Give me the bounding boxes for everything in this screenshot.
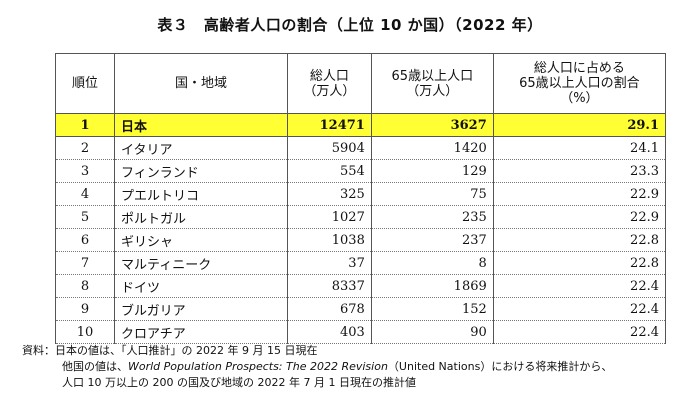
cell-ratio: 22.4 xyxy=(492,274,667,298)
elderly-population-table: 順位 国・地域 総人口 （万人） 65歳以上人口 （万人） 総人口に占める 65… xyxy=(55,53,667,344)
cell-ratio: 22.8 xyxy=(492,228,667,252)
cell-elderly: 235 xyxy=(370,205,494,229)
header-elderly-ratio: 総人口に占める 65歳以上人口の割合 （%） xyxy=(492,53,667,114)
cell-rank: 5 xyxy=(55,205,115,229)
cell-total: 1027 xyxy=(287,205,372,229)
cell-total: 325 xyxy=(287,182,372,206)
cell-total: 8337 xyxy=(287,274,372,298)
cell-country: ギリシャ xyxy=(114,228,288,252)
cell-ratio: 22.9 xyxy=(492,182,667,206)
note-line-2-suffix: （United Nations）における将来推計から、 xyxy=(387,360,613,373)
cell-country: 日本 xyxy=(114,113,288,137)
note-line-2: 他国の値は、World Population Prospects: The 20… xyxy=(22,359,612,375)
cell-ratio: 22.4 xyxy=(492,297,667,321)
table-row: 1 日本 12471 3627 29.1 xyxy=(55,113,667,137)
cell-elderly: 75 xyxy=(370,182,494,206)
table-row: 8 ドイツ 8337 1869 22.4 xyxy=(55,274,667,298)
cell-rank: 10 xyxy=(55,320,115,344)
cell-rank: 2 xyxy=(55,136,115,160)
table-row: 3 フィンランド 554 129 23.3 xyxy=(55,159,667,183)
cell-country: クロアチア xyxy=(114,320,288,344)
cell-total: 5904 xyxy=(287,136,372,160)
header-country: 国・地域 xyxy=(114,53,288,114)
cell-total: 1038 xyxy=(287,228,372,252)
header-elderly-population: 65歳以上人口 （万人） xyxy=(370,53,494,114)
cell-rank: 8 xyxy=(55,274,115,298)
table-row: 9 ブルガリア 678 152 22.4 xyxy=(55,297,667,321)
table-row: 5 ポルトガル 1027 235 22.9 xyxy=(55,205,667,229)
cell-country: イタリア xyxy=(114,136,288,160)
table-row: 10 クロアチア 403 90 22.4 xyxy=(55,320,667,344)
cell-elderly: 8 xyxy=(370,251,494,275)
note-publication-title: World Population Prospects: The 2022 Rev… xyxy=(128,360,388,373)
cell-rank: 1 xyxy=(55,113,115,137)
cell-total: 678 xyxy=(287,297,372,321)
header-row: 順位 国・地域 総人口 （万人） 65歳以上人口 （万人） 総人口に占める 65… xyxy=(55,53,667,114)
table-row: 6 ギリシャ 1038 237 22.8 xyxy=(55,228,667,252)
cell-ratio: 22.9 xyxy=(492,205,667,229)
cell-rank: 7 xyxy=(55,251,115,275)
table-row: 4 プエルトリコ 325 75 22.9 xyxy=(55,182,667,206)
cell-rank: 9 xyxy=(55,297,115,321)
note-line-3: 人口 10 万以上の 200 の国及び地域の 2022 年 7 月 1 日現在の… xyxy=(62,376,416,389)
cell-elderly: 1869 xyxy=(370,274,494,298)
cell-country: ドイツ xyxy=(114,274,288,298)
header-total-population: 総人口 （万人） xyxy=(287,53,372,114)
table-row: 2 イタリア 5904 1420 24.1 xyxy=(55,136,667,160)
cell-country: ポルトガル xyxy=(114,205,288,229)
cell-country: プエルトリコ xyxy=(114,182,288,206)
cell-elderly: 152 xyxy=(370,297,494,321)
cell-elderly: 237 xyxy=(370,228,494,252)
source-notes: 資料：日本の値は、「人口推計」の 2022 年 9 月 15 日現在 他国の値は… xyxy=(22,343,612,391)
cell-elderly: 3627 xyxy=(370,113,494,137)
cell-rank: 4 xyxy=(55,182,115,206)
cell-total: 12471 xyxy=(287,113,372,137)
note-line-1: 資料：日本の値は、「人口推計」の 2022 年 9 月 15 日現在 xyxy=(22,344,318,357)
cell-rank: 3 xyxy=(55,159,115,183)
cell-elderly: 1420 xyxy=(370,136,494,160)
header-rank: 順位 xyxy=(55,53,115,114)
cell-ratio: 22.4 xyxy=(492,320,667,344)
cell-rank: 6 xyxy=(55,228,115,252)
cell-ratio: 29.1 xyxy=(492,113,667,137)
cell-ratio: 23.3 xyxy=(492,159,667,183)
cell-total: 37 xyxy=(287,251,372,275)
cell-ratio: 24.1 xyxy=(492,136,667,160)
cell-elderly: 129 xyxy=(370,159,494,183)
cell-country: フィンランド xyxy=(114,159,288,183)
note-line-2-prefix: 他国の値は、 xyxy=(62,360,128,373)
cell-total: 403 xyxy=(287,320,372,344)
cell-country: ブルガリア xyxy=(114,297,288,321)
cell-elderly: 90 xyxy=(370,320,494,344)
table-row: 7 マルティニーク 37 8 22.8 xyxy=(55,251,667,275)
table-title: 表３ 高齢者人口の割合（上位 10 か国）（2022 年） xyxy=(157,16,543,34)
cell-total: 554 xyxy=(287,159,372,183)
cell-ratio: 22.8 xyxy=(492,251,667,275)
cell-country: マルティニーク xyxy=(114,251,288,275)
